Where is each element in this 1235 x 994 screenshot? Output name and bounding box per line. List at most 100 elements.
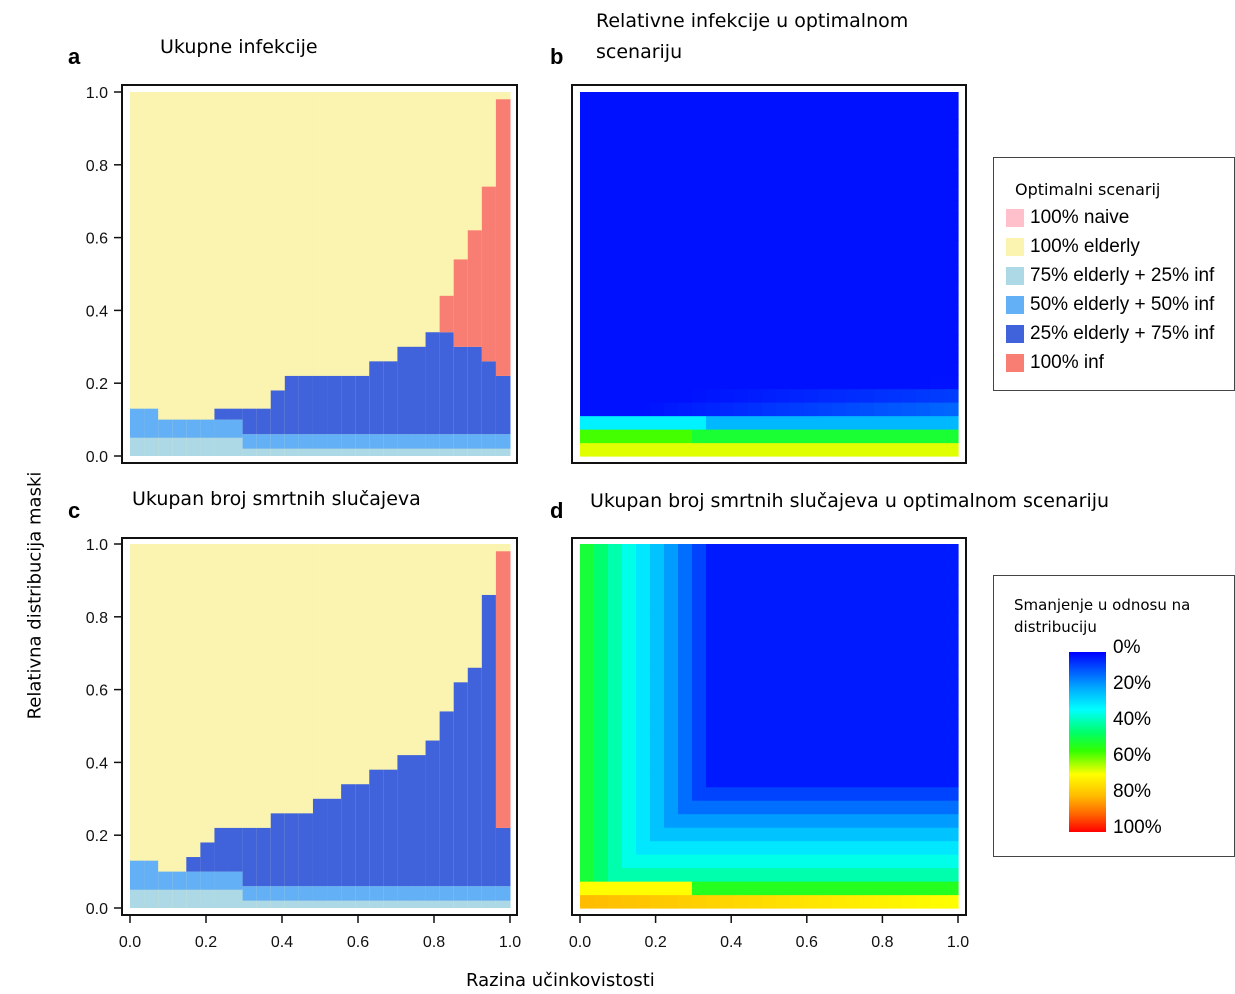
- heat-cell-d: [720, 786, 735, 801]
- heat-cell-b: [594, 402, 609, 417]
- heat-cell-d: [692, 570, 707, 586]
- heat-cell-d: [888, 894, 903, 909]
- heat-cell-d: [608, 719, 623, 734]
- heat-cell-d: [608, 570, 623, 586]
- heat-cell-d: [930, 570, 945, 586]
- heat-cell-b: [930, 429, 945, 444]
- heat-cell-b: [580, 361, 595, 376]
- heat-cell-d: [762, 813, 777, 828]
- y-tick-label-a: 0.0: [86, 449, 108, 466]
- heat-cell-d: [678, 651, 693, 666]
- heat-cell-b: [664, 145, 679, 161]
- heat-cell-b: [944, 334, 959, 349]
- heat-cell-d: [622, 651, 637, 666]
- heat-cell-b: [832, 321, 847, 336]
- heat-cell-d: [650, 584, 665, 599]
- heat-cell-b: [594, 321, 609, 336]
- heat-cell-b: [874, 226, 889, 241]
- heat-cell-b: [734, 199, 749, 214]
- heat-cell-b: [790, 186, 805, 201]
- heat-cell-b: [860, 429, 875, 444]
- heat-cell-d: [846, 557, 861, 572]
- heat-cell-b: [804, 118, 819, 134]
- heat-cell-b: [818, 415, 833, 430]
- heat-cell-d: [776, 678, 791, 693]
- heat-cell-b: [650, 145, 665, 161]
- heat-cell-d: [818, 584, 833, 599]
- heat-cell-d: [622, 611, 637, 626]
- heat-cell-b: [776, 402, 791, 417]
- heat-cell-b: [902, 118, 917, 134]
- cell-a-dark: [495, 375, 511, 435]
- cell-c-light: [130, 889, 145, 908]
- heat-cell-d: [944, 638, 959, 653]
- cell-a-mid: [327, 434, 342, 449]
- cell-a-mid: [467, 434, 483, 449]
- heat-cell-b: [622, 280, 637, 295]
- heat-cell-b: [804, 132, 819, 147]
- heat-cell-b: [930, 361, 945, 376]
- heat-cell-d: [790, 651, 805, 666]
- heat-cell-d: [636, 544, 651, 559]
- cell-c-dark: [312, 798, 328, 887]
- heat-cell-d: [944, 827, 959, 842]
- heat-cell-b: [580, 442, 595, 457]
- heat-cell-b: [790, 132, 805, 147]
- heat-cell-b: [832, 92, 847, 107]
- y-tick-label-c: 0.8: [86, 610, 108, 627]
- panel-letter-d: d: [550, 498, 564, 523]
- heat-cell-d: [594, 638, 609, 653]
- cell-a-yellow: [312, 92, 328, 456]
- heat-cell-d: [902, 557, 917, 572]
- heat-cell-b: [874, 118, 889, 134]
- heat-cell-d: [762, 881, 777, 896]
- heat-cell-b: [818, 294, 833, 309]
- heat-cell-b: [608, 172, 623, 187]
- heat-cell-d: [678, 759, 693, 774]
- heat-cell-d: [874, 746, 889, 761]
- heat-cell-d: [748, 692, 763, 707]
- heat-cell-d: [860, 827, 875, 842]
- heat-cell-b: [944, 348, 959, 363]
- y-tick-label-a: 1.0: [86, 85, 108, 102]
- heat-cell-b: [762, 429, 777, 444]
- heat-cell-b: [944, 186, 959, 201]
- heat-cell-d: [846, 867, 861, 882]
- heat-cell-d: [916, 840, 931, 855]
- heat-cell-b: [720, 240, 735, 255]
- heat-cell-d: [706, 651, 721, 666]
- cell-a-light: [172, 437, 187, 456]
- heat-cell-b: [902, 159, 917, 174]
- heat-cell-d: [734, 624, 749, 639]
- heat-cell-d: [762, 894, 777, 909]
- heat-cell-d: [874, 773, 889, 788]
- heat-cell-b: [748, 253, 763, 268]
- heat-cell-b: [776, 159, 791, 174]
- cell-c-dark: [425, 740, 441, 887]
- heat-cell-d: [888, 813, 903, 828]
- scenario-legend-item: 100% inf: [1006, 348, 1214, 377]
- heat-cell-b: [874, 145, 889, 161]
- heat-cell-b: [650, 240, 665, 255]
- heat-cell-d: [678, 611, 693, 626]
- heat-cell-b: [860, 145, 875, 161]
- heat-cell-d: [664, 624, 679, 639]
- heat-cell-b: [622, 361, 637, 376]
- heat-cell-b: [706, 118, 721, 134]
- heat-cell-b: [622, 348, 637, 363]
- heat-cell-d: [944, 854, 959, 869]
- heat-cell-b: [832, 172, 847, 187]
- heat-cell-d: [902, 692, 917, 707]
- panel-letter-b: b: [550, 44, 564, 69]
- heat-cell-d: [748, 732, 763, 747]
- heat-cell-d: [860, 624, 875, 639]
- heat-cell-d: [748, 746, 763, 761]
- heat-cell-b: [930, 118, 945, 134]
- heat-cell-d: [636, 894, 651, 909]
- heat-cell-b: [818, 375, 833, 390]
- heat-cell-d: [776, 665, 791, 680]
- heat-cell-d: [874, 800, 889, 815]
- heat-cell-b: [860, 213, 875, 228]
- heat-cell-b: [762, 388, 777, 403]
- heat-cell-b: [930, 92, 945, 107]
